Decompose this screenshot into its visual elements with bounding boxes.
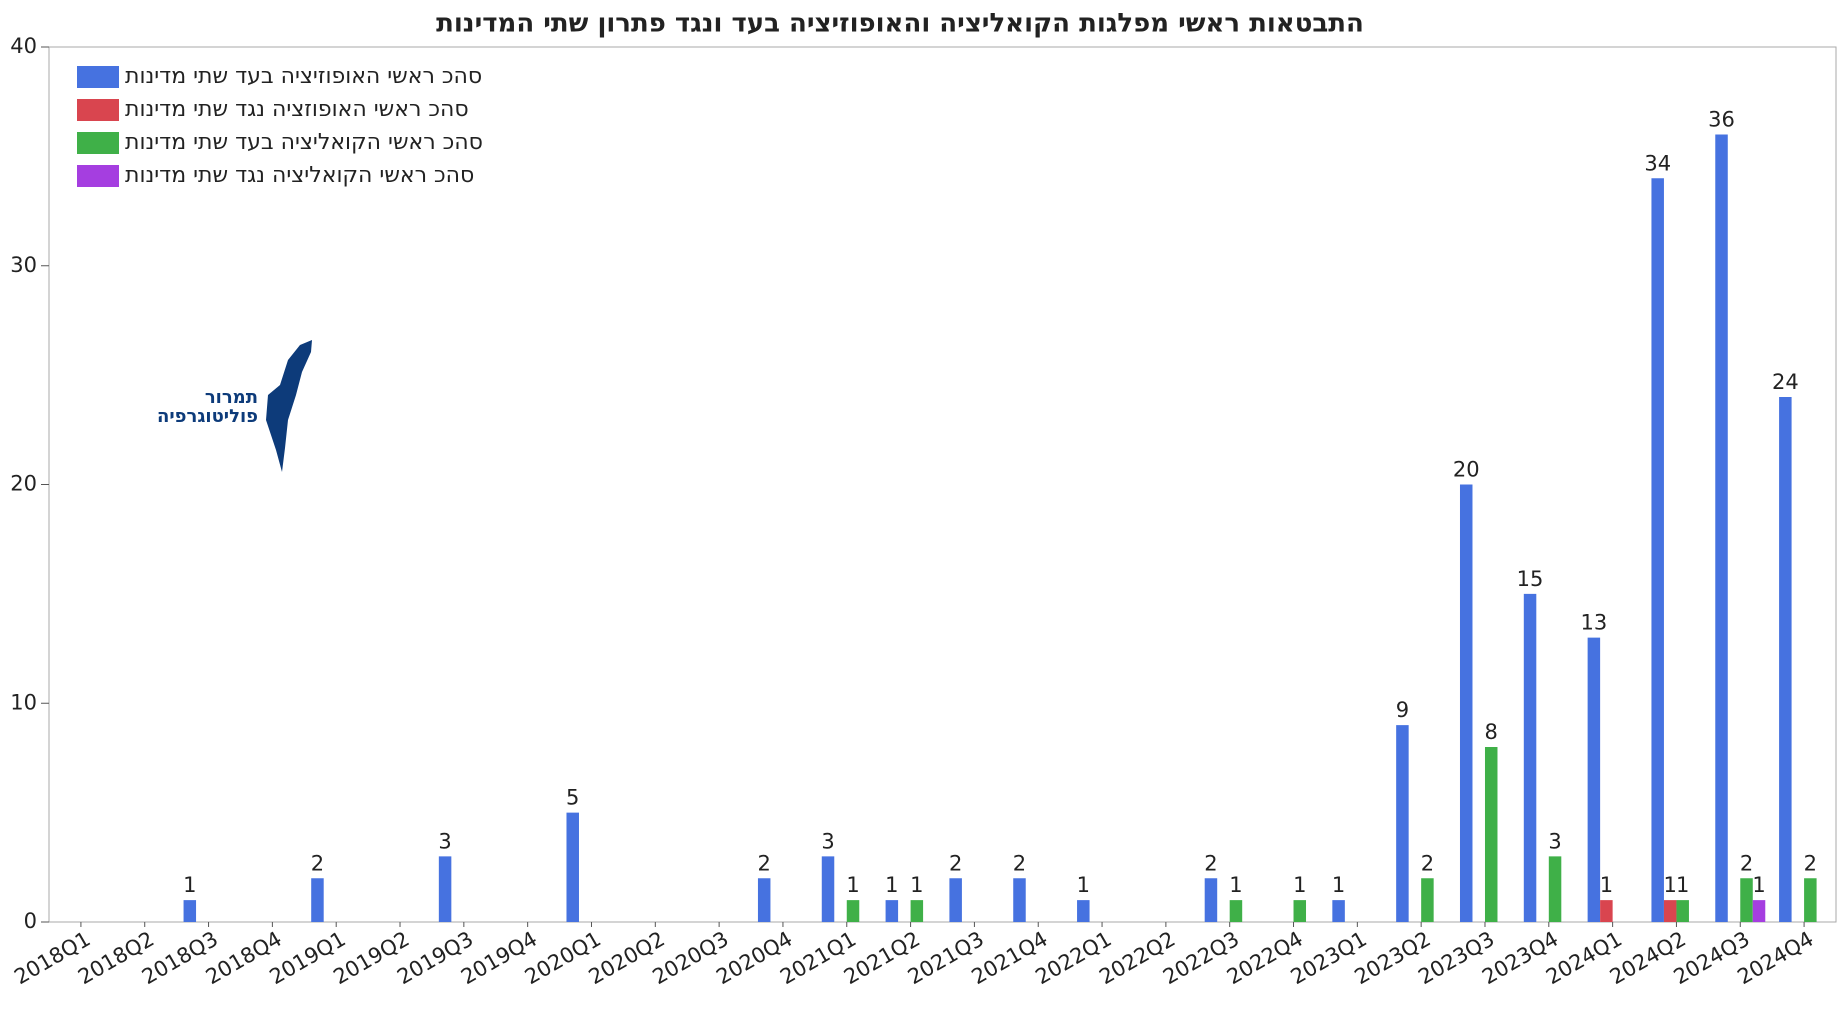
bar [1548,856,1562,922]
bar [438,856,452,922]
legend-label: סהכ ראשי הקואליציה נגד שתי מדינות [125,163,474,188]
value-label: 3 [438,829,451,853]
value-label: 36 [1708,108,1735,132]
value-label: 1 [1293,873,1306,897]
logo-map [266,340,312,472]
bar [1013,878,1026,922]
legend-swatch [77,165,119,187]
bar [821,856,835,922]
value-label: 2 [1421,851,1434,875]
value-label: 2 [758,851,771,875]
legend-label: סהכ ראשי האופוזיציה בעד שתי מדינות [125,64,482,89]
y-tick-label: 30 [10,253,37,277]
bar [1293,900,1307,922]
value-label: 1 [846,873,859,897]
logo-text: תמרור [205,387,258,408]
bar [1663,900,1677,922]
legend-swatch [77,99,119,121]
bar [1804,878,1817,922]
bar [1332,900,1345,922]
value-label: 3 [1548,829,1561,853]
legend-swatch [77,132,119,154]
bar [885,900,899,922]
value-label: 1 [910,873,923,897]
bar [1740,878,1753,922]
y-tick-label: 40 [10,34,37,58]
y-tick-label: 0 [24,909,37,933]
value-label: 1 [1752,873,1765,897]
value-label: 5 [566,786,579,810]
bar [1752,900,1766,922]
value-label: 1 [1332,873,1345,897]
chart-title: התבטאות ראשי מפלגות הקואליציה והאופוזיצי… [436,9,1364,39]
bar [1229,900,1243,922]
logo-text: פוליטוגרפיה [157,406,258,427]
legend-swatch [77,66,119,88]
value-label: 2 [949,851,962,875]
value-label: 1 [1600,873,1613,897]
value-label: 2 [1740,851,1753,875]
bar [1676,900,1689,922]
value-label: 20 [1453,458,1480,482]
value-label: 2 [1204,851,1217,875]
bar [949,878,962,922]
value-label: 15 [1517,567,1544,591]
value-label: 1 [183,873,196,897]
value-label: 24 [1772,370,1799,394]
bar [910,900,924,922]
value-label: 8 [1485,720,1498,744]
value-label: 1 [1077,873,1090,897]
value-label: 3 [821,829,834,853]
value-label: 9 [1396,698,1409,722]
legend-label: סהכ ראשי הקואליציה בעד שתי מדינות [125,130,483,155]
legend-label: סהכ ראשי האופוזציה נגד שתי מדינות [125,97,469,122]
bar [566,812,579,922]
bar [1484,747,1498,922]
value-label: 1 [1676,873,1689,897]
value-label: 1 [885,873,898,897]
y-tick-label: 20 [10,472,37,496]
bar [846,900,860,922]
bar [183,900,197,922]
value-label: 1 [1229,873,1242,897]
y-tick-label: 10 [10,690,37,714]
bar [1421,878,1434,922]
value-label: 2 [1804,851,1817,875]
value-label: 13 [1581,611,1608,635]
bar [1396,725,1409,922]
plot-frame [48,46,1837,923]
value-label: 1 [1664,873,1677,897]
bar [757,878,771,922]
bar [1587,637,1601,922]
value-label: 2 [311,851,324,875]
bar [1779,397,1792,922]
bar [1459,484,1473,922]
bar [1523,593,1537,922]
value-label: 34 [1644,151,1671,175]
bar [1077,900,1090,922]
bar [1204,878,1218,922]
bar [1715,134,1728,922]
bar [311,878,324,922]
bar [1651,178,1664,922]
bar [1600,900,1613,922]
value-label: 2 [1013,851,1026,875]
